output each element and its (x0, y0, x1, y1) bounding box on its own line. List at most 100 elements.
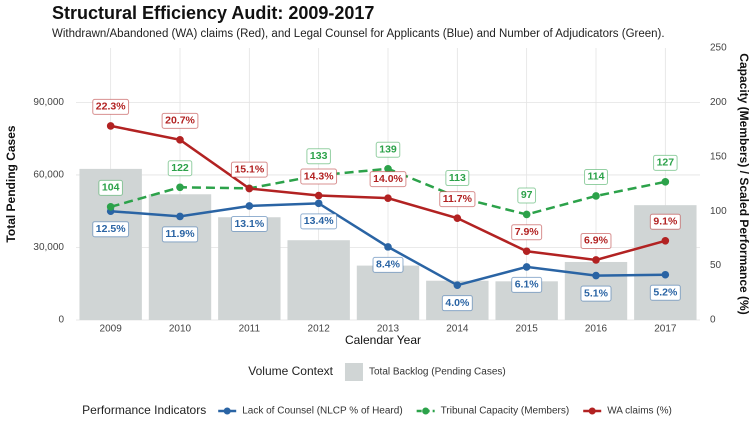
data-label: 9.1% (649, 213, 681, 230)
point (384, 164, 392, 173)
chart-title: Structural Efficiency Audit: 2009-2017 (52, 3, 374, 23)
point (522, 247, 531, 256)
data-label-text: 11.7% (443, 193, 473, 205)
point (384, 194, 392, 202)
data-label-box (161, 226, 199, 243)
data-label-text: 9.1% (653, 216, 678, 228)
y2-axis-title: Capacity (Members) / Scaled Performance … (737, 53, 751, 314)
data-label-text: 20.7% (165, 115, 195, 127)
data-label-text: 127 (657, 157, 675, 169)
data-label-text: 8.4% (376, 259, 401, 271)
data-label-text: 13.1% (234, 218, 264, 230)
data-label: 20.7% (161, 112, 199, 129)
x-axis-title: Calendar Year (345, 333, 421, 347)
y2-tick-label: 150 (710, 151, 727, 162)
point (661, 178, 670, 186)
point (314, 199, 323, 208)
legend-title: Volume Context (248, 364, 333, 378)
data-label-box (167, 160, 193, 177)
legend-swatch-point (422, 407, 430, 415)
y-tick-label: 90,000 (33, 97, 64, 108)
data-label-box (230, 215, 268, 232)
data-label-text: 14.0% (373, 173, 403, 185)
data-label: 4.0% (441, 295, 473, 312)
bar (218, 217, 281, 320)
data-label: 12.5% (92, 221, 130, 238)
point (592, 192, 600, 200)
data-label: 6.1% (511, 276, 543, 293)
data-label-text: 5.2% (653, 287, 678, 299)
data-label-box (300, 213, 338, 230)
y2-tick-label: 100 (710, 206, 727, 217)
data-label: 5.2% (649, 284, 681, 301)
point (592, 256, 600, 264)
data-label: 104 (98, 179, 123, 196)
data-label-box (511, 224, 543, 241)
data-label-box (375, 141, 401, 158)
y-tick-label: 30,000 (33, 242, 64, 253)
data-label: 7.9% (511, 224, 543, 241)
y2-tick-label: 50 (710, 260, 722, 271)
data-label: 97 (517, 187, 537, 204)
chart-subtitle: Withdrawn/Abandoned (WA) claims (Red), a… (52, 28, 665, 40)
data-label-text: 7.9% (515, 226, 540, 238)
data-label-box (649, 284, 681, 301)
data-label-text: 122 (171, 162, 189, 174)
x-tick-label: 2017 (654, 324, 677, 335)
legend-title: Performance Indicators (82, 403, 206, 417)
legend-swatch (344, 363, 363, 381)
x-tick-label: 2014 (446, 324, 469, 335)
x-tick-label: 2015 (516, 324, 539, 335)
data-label-text: 139 (379, 144, 397, 156)
point (106, 203, 115, 211)
data-label-text: 13.4% (304, 215, 334, 227)
data-label: 113 (445, 170, 470, 187)
y2-tick-label: 250 (710, 43, 727, 54)
data-label-text: 104 (102, 182, 120, 194)
x-tick-label: 2016 (585, 324, 608, 335)
data-label-text: 97 (521, 189, 533, 201)
data-label-text: 5.1% (584, 287, 609, 299)
point (314, 191, 323, 200)
data-label-box (92, 98, 130, 115)
x-tick-label: 2012 (308, 324, 331, 335)
point (176, 212, 184, 221)
data-label-box (306, 148, 331, 165)
data-label-text: 12.5% (96, 223, 126, 235)
y-tick-label: 60,000 (33, 170, 64, 181)
data-label-box (584, 168, 608, 185)
data-label-box (439, 191, 476, 208)
data-label-box (98, 179, 123, 196)
data-label-box (580, 232, 612, 249)
data-label-box (372, 256, 404, 273)
legend-swatch-point (223, 407, 231, 415)
data-label-box (511, 276, 543, 293)
point (245, 202, 254, 210)
point (384, 243, 392, 251)
data-label-box (230, 161, 268, 178)
data-label: 11.7% (439, 191, 476, 208)
data-label: 15.1% (230, 161, 268, 178)
point (522, 210, 531, 219)
point (176, 183, 184, 192)
point (245, 184, 254, 193)
data-label-text: 114 (588, 171, 605, 183)
data-label-box (445, 170, 470, 187)
data-label: 11.9% (161, 226, 199, 243)
point (522, 263, 531, 271)
y-axis-title: Total Pending Cases (4, 125, 18, 242)
data-label: 14.3% (300, 168, 338, 185)
data-label: 13.1% (230, 215, 268, 232)
x-tick-label: 2013 (377, 324, 400, 335)
data-label-box (441, 295, 473, 312)
data-label-box (580, 285, 612, 302)
x-tick-label: 2009 (100, 324, 123, 335)
data-label: 122 (167, 160, 193, 177)
data-label-text: 6.9% (584, 235, 609, 247)
data-label-box (653, 154, 678, 171)
legend-swatch-point (588, 407, 596, 415)
data-label: 22.3% (92, 98, 130, 115)
data-label-box (161, 112, 199, 129)
point (176, 136, 184, 144)
